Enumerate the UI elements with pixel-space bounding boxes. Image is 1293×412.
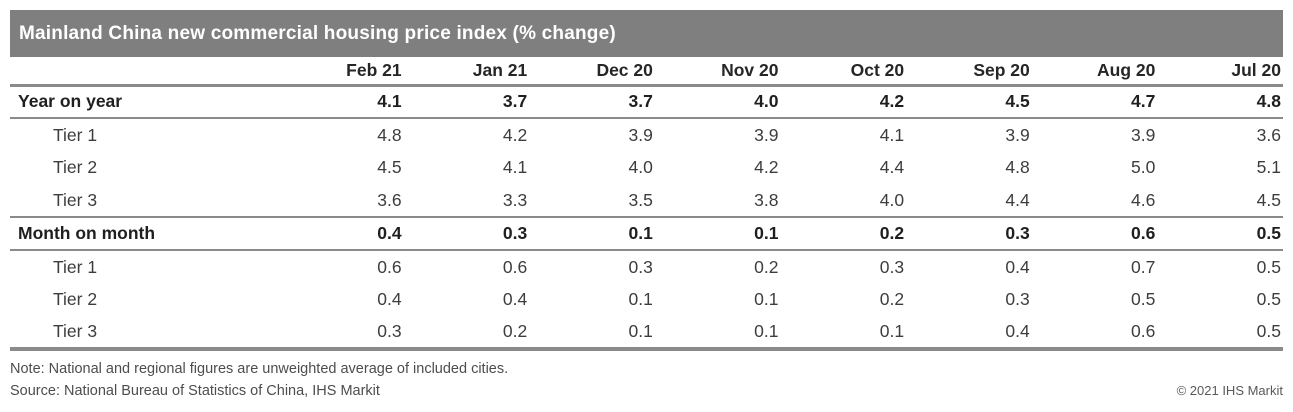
column-header: Jan 21 [403,57,530,87]
cell-value: 0.2 [754,256,779,277]
cell-value: 0.3 [879,256,905,277]
cell-value: 0.2 [780,217,907,251]
cell-value: 0.5 [1131,289,1156,309]
row-label: Tier 2 [53,289,98,309]
row-label: Tier 2 [53,157,98,177]
column-header: Aug 20 [1031,57,1158,87]
cell-value: 4.5 [1157,184,1283,218]
cell-value: 4.4 [879,157,905,177]
footer-source: Source: National Bureau of Statistics of… [10,383,380,399]
table-row-mom-tier-2: Tier 2 0.4 0.4 0.1 0.1 0.2 0.3 0.5 0.5 [10,283,1283,316]
figure-footer: Note: National and regional figures are … [10,351,1283,402]
cell-value: 0.1 [529,316,655,351]
cell-value: 0.4 [377,289,402,309]
cell-value: 4.5 [906,85,1032,119]
cell-value: 4.2 [780,85,907,119]
cell-value: 0.4 [1005,256,1030,277]
cell-value: 3.9 [1005,124,1030,145]
table-row-yoy-tier-3: Tier 3 3.6 3.3 3.5 3.8 4.0 4.4 4.6 4.5 [10,184,1283,218]
table-row-month-on-month: Month on month 0.4 0.3 0.1 0.1 0.2 0.3 0… [10,217,1283,251]
cell-value: 0.1 [780,316,907,351]
cell-value: 3.7 [403,85,530,119]
cell-value: 0.4 [278,217,404,251]
cell-value: 0.3 [403,217,530,251]
cell-value: 4.8 [1005,157,1030,177]
table-row-yoy-tier-2: Tier 2 4.5 4.1 4.0 4.2 4.4 4.8 5.0 5.1 [10,151,1283,184]
cell-value: 5.1 [1256,157,1281,177]
cell-value: 0.5 [1256,289,1281,309]
row-label: Tier 1 [53,124,98,145]
cell-value: 4.1 [879,124,905,145]
cell-value: 0.5 [1256,256,1281,277]
cell-value: 3.9 [628,124,653,145]
cell-value: 0.2 [403,316,530,351]
cell-value: 0.3 [906,217,1032,251]
cell-value: 0.4 [906,316,1032,351]
column-header: Oct 20 [780,57,907,87]
footer-source-row: Source: National Bureau of Statistics of… [10,380,1283,402]
table-row-year-on-year: Year on year 4.1 3.7 3.7 4.0 4.2 4.5 4.7… [10,85,1283,119]
row-label: Year on year [10,85,278,119]
cell-value: 3.9 [1131,124,1156,145]
cell-value: 0.1 [754,289,779,309]
row-label: Tier 3 [10,184,278,218]
table-row-mom-tier-1: Tier 1 0.6 0.6 0.3 0.2 0.3 0.4 0.7 0.5 [10,250,1283,283]
cell-value: 4.0 [780,184,907,218]
housing-price-index-table: Feb 21 Jan 21 Dec 20 Nov 20 Oct 20 Sep 2… [10,57,1283,351]
cell-value: 5.0 [1131,157,1156,177]
cell-value: 4.4 [906,184,1032,218]
cell-value: 0.1 [628,289,653,309]
row-label-header [10,57,278,87]
cell-value: 3.9 [754,124,779,145]
row-label: Tier 1 [53,256,98,277]
column-header: Jul 20 [1157,57,1283,87]
cell-value: 4.2 [502,124,528,145]
cell-value: 4.1 [278,85,404,119]
table-row-yoy-tier-1: Tier 1 4.8 4.2 3.9 3.9 4.1 3.9 3.9 3.6 [10,118,1283,151]
cell-value: 3.6 [278,184,404,218]
cell-value: 3.7 [529,85,655,119]
cell-value: 4.2 [754,157,779,177]
cell-value: 0.7 [1131,256,1156,277]
row-label: Tier 3 [10,316,278,351]
cell-value: 0.4 [502,289,528,309]
table-row-mom-tier-3: Tier 3 0.3 0.2 0.1 0.1 0.1 0.4 0.6 0.5 [10,316,1283,351]
cell-value: 0.1 [654,217,781,251]
cell-value: 0.6 [1031,316,1158,351]
table-title-bar: Mainland China new commercial housing pr… [10,10,1283,57]
cell-value: 0.3 [1005,289,1030,309]
column-header: Feb 21 [278,57,404,87]
cell-value: 0.5 [1157,217,1283,251]
cell-value: 4.1 [502,157,528,177]
cell-value: 0.5 [1157,316,1283,351]
column-header: Sep 20 [906,57,1032,87]
cell-value: 0.3 [278,316,404,351]
cell-value: 3.3 [403,184,530,218]
cell-value: 4.0 [654,85,781,119]
cell-value: 4.5 [377,157,402,177]
cell-value: 4.8 [377,124,402,145]
cell-value: 4.0 [628,157,653,177]
cell-value: 3.6 [1256,124,1281,145]
cell-value: 3.5 [529,184,655,218]
cell-value: 0.3 [628,256,653,277]
column-header: Nov 20 [654,57,781,87]
footer-copyright: © 2021 IHS Markit [1176,383,1283,398]
row-label: Month on month [10,217,278,251]
cell-value: 0.6 [1031,217,1158,251]
cell-value: 0.6 [377,256,402,277]
column-header-row: Feb 21 Jan 21 Dec 20 Nov 20 Oct 20 Sep 2… [10,57,1283,87]
table-title: Mainland China new commercial housing pr… [19,22,616,44]
footer-note: Note: National and regional figures are … [10,361,509,377]
report-figure: Mainland China new commercial housing pr… [10,10,1283,402]
cell-value: 0.1 [654,316,781,351]
cell-value: 0.1 [529,217,655,251]
cell-value: 4.6 [1031,184,1158,218]
cell-value: 4.7 [1031,85,1158,119]
cell-value: 0.6 [502,256,528,277]
cell-value: 0.2 [879,289,905,309]
cell-value: 3.8 [654,184,781,218]
cell-value: 4.8 [1157,85,1283,119]
column-header: Dec 20 [529,57,655,87]
